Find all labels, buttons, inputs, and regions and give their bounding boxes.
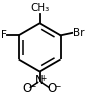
Text: −: − (54, 82, 60, 91)
Text: Br: Br (73, 28, 84, 38)
Text: O: O (22, 82, 32, 95)
Text: F: F (1, 30, 7, 40)
Text: −: − (29, 82, 35, 91)
Text: N: N (35, 74, 44, 87)
Text: CH₃: CH₃ (30, 3, 49, 13)
Text: O: O (47, 82, 57, 95)
Text: +: + (40, 74, 46, 83)
